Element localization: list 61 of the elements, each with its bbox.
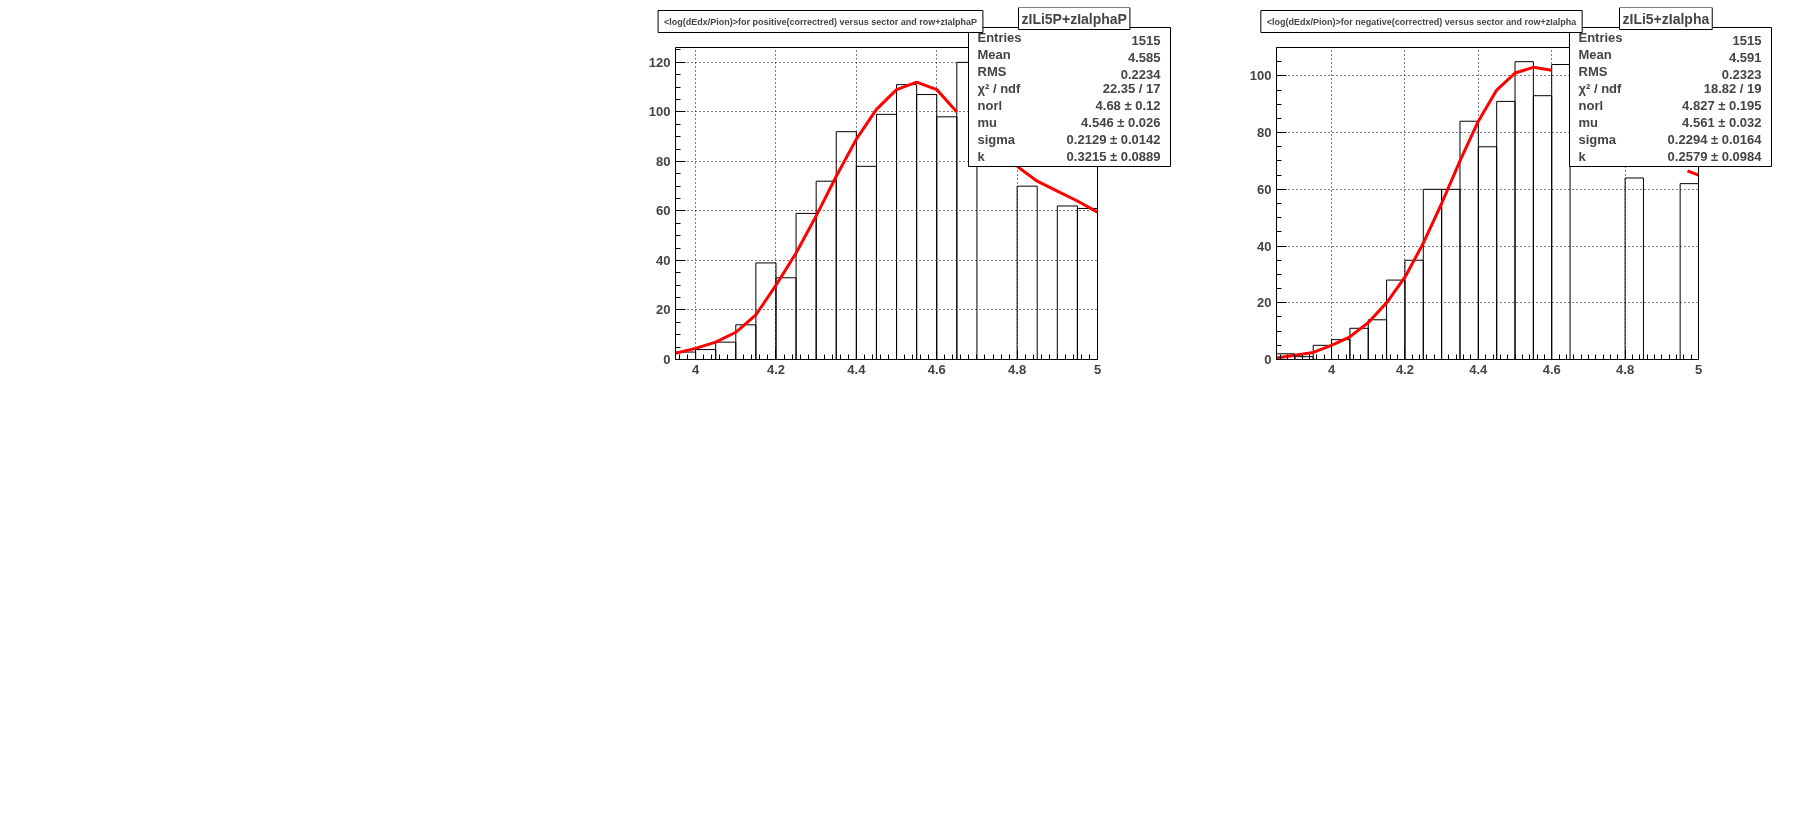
chart-title: <log(dEdx/Pion)>for positive(correctred) versus sector and row+zIalphaP <box>664 16 977 27</box>
text: 1515 <box>1131 32 1161 48</box>
annotation: k <box>977 148 986 164</box>
x-tick-label: 4.8 <box>1616 361 1635 377</box>
text: 4.585 <box>1127 49 1161 65</box>
x-tick-label: 5 <box>1093 361 1102 377</box>
annotation: RMS <box>977 63 1007 79</box>
annotation: Mean <box>977 46 1011 62</box>
text: 18.82 / 19 <box>1703 80 1762 96</box>
annotation: sigma <box>1578 131 1617 147</box>
annotation: χ² / ndf <box>977 80 1022 96</box>
annotation: 0.2129 ± 0.0142 <box>1066 131 1161 147</box>
x-tick-label: 4.6 <box>927 361 946 377</box>
y-tick-label: 40 <box>656 252 671 268</box>
y-tick-label: 0 <box>1264 352 1272 367</box>
x-tick-label: 4 <box>691 361 700 377</box>
annotation: 4.827 ± 0.195 <box>1682 97 1762 113</box>
x-tick-label: 5 <box>1694 361 1703 377</box>
chart-subtitle: zILi5+zIalpha <box>1622 10 1710 27</box>
annotation: 0.2579 ± 0.0984 <box>1667 148 1763 164</box>
y-tick-label: 40 <box>1257 238 1272 254</box>
annotation: norl <box>1578 97 1604 113</box>
text: Entries <box>1578 29 1623 45</box>
annotation: RMS <box>1578 63 1608 79</box>
text: 1515 <box>1732 32 1762 48</box>
annotation: sigma <box>977 131 1016 147</box>
annotation: Mean <box>1578 46 1612 62</box>
annotation: k <box>1578 148 1587 164</box>
y-tick-label: 80 <box>656 153 671 169</box>
y-tick-label: 80 <box>1257 125 1272 141</box>
text: 0.2234 <box>1120 66 1162 82</box>
x-tick-label: 4.4 <box>1469 361 1489 377</box>
y-tick-label: 60 <box>1257 181 1272 197</box>
chart-subtitle: zILi5P+zIalphaP <box>1021 10 1127 27</box>
chart-title: <log(dEdx/Pion)>for negative(correctred) versus sector and row+zIalpha <box>1266 16 1578 27</box>
x-tick-label: 4.2 <box>766 361 786 377</box>
text: 4.591 <box>1728 49 1762 65</box>
x-tick-label: 4 <box>1327 361 1336 377</box>
text: 0.2323 <box>1721 66 1762 82</box>
text: 22.35 / 17 <box>1102 80 1161 96</box>
x-tick-label: 4.6 <box>1542 361 1561 377</box>
annotation: 4.561 ± 0.032 <box>1682 114 1762 130</box>
annotation: mu <box>977 114 998 130</box>
annotation: 0.3215 ± 0.0889 <box>1066 148 1161 164</box>
annotation: mu <box>1578 114 1599 130</box>
y-tick-label: 120 <box>648 54 671 70</box>
x-tick-label: 4.2 <box>1395 361 1414 377</box>
annotation: χ² / ndf <box>1578 80 1623 96</box>
y-tick-label: 0 <box>663 352 671 367</box>
annotation: 0.2294 ± 0.0164 <box>1667 131 1763 147</box>
x-tick-label: 4.4 <box>847 361 867 377</box>
x-tick-label: 4.8 <box>1008 361 1027 377</box>
text: Entries <box>977 29 1022 45</box>
y-tick-label: 20 <box>656 302 671 318</box>
annotation: 4.68 ± 0.12 <box>1095 97 1161 113</box>
y-tick-label: 60 <box>656 203 671 219</box>
y-tick-label: 100 <box>648 104 671 120</box>
y-tick-label: 100 <box>1249 68 1272 84</box>
y-tick-label: 20 <box>1257 295 1272 311</box>
annotation: norl <box>977 97 1003 113</box>
annotation: 4.546 ± 0.026 <box>1081 114 1161 130</box>
